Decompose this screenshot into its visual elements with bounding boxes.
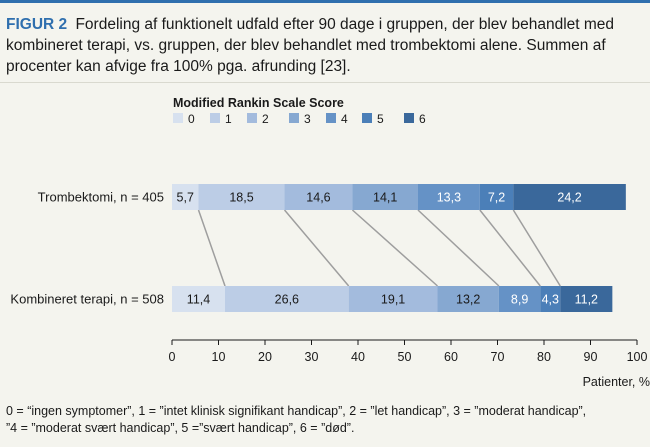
legend-label-3: 3 [304,112,311,126]
bar-segment-1 [198,184,285,210]
connector-line [283,209,350,287]
legend-label-2: 2 [262,112,269,126]
connector-line [197,209,226,287]
bar-segment-4 [417,184,480,210]
connector-line [479,209,541,287]
data-label: 14,6 [306,191,330,205]
x-tick-label: 10 [212,350,226,364]
data-label: 13,2 [456,293,480,307]
bar-segment-2 [284,184,353,210]
x-tick-label: 50 [398,350,412,364]
x-tick-label: 100 [627,350,648,364]
x-tick-label: 70 [491,350,505,364]
legend-label-4: 4 [341,112,348,126]
legend-swatch-2 [247,113,257,123]
legend-label-1: 1 [225,112,232,126]
data-label: 24,2 [557,191,581,205]
row-labels: Trombektomi, n = 405 Kombineret terapi, n… [10,190,164,307]
x-tick-label: 90 [584,350,598,364]
footnote: 0 = “ingen symptomer”, 1 = ”intet klinis… [6,403,646,437]
legend-label-5: 5 [377,112,384,126]
x-tick-label: 0 [169,350,176,364]
data-label: 4,3 [542,293,559,307]
legend-label-0: 0 [188,112,195,126]
bar-segment-2 [348,286,438,312]
bar-segment-0 [172,184,199,210]
bar-segment-5 [540,286,561,312]
connector-lines [197,209,561,287]
legend-swatch-3 [289,113,299,123]
legend-swatch-6 [404,113,414,123]
bar-segment-6 [560,286,613,312]
connector-line [417,209,500,287]
x-tick-label: 30 [305,350,319,364]
x-tick-label: 60 [444,350,458,364]
figure-label: FIGUR 2 [6,16,68,33]
data-label: 13,3 [437,191,461,205]
x-tick-label: 40 [351,350,365,364]
data-label: 11,4 [187,293,210,307]
data-label: 5,7 [177,191,194,205]
bar-segment-0 [172,286,226,312]
bar-segment-1 [225,286,349,312]
legend-swatch-4 [326,113,336,123]
data-label: 8,9 [511,293,528,307]
connector-line [351,209,439,287]
x-axis-label: Patienter, % [583,375,650,389]
caption-box: FIGUR 2 Fordeling af funktionelt udfald … [0,0,650,82]
legend-swatch-1 [210,113,220,123]
bar-segment-5 [479,184,514,210]
legend-title: Modified Rankin Scale Score [173,96,344,110]
legend-label-6: 6 [419,112,426,126]
caption-divider [0,82,650,83]
data-label: 18,5 [229,191,253,205]
footnote-line-2: ”4 = ”moderat svært handicap”, 5 =”svært… [6,421,355,435]
figure-caption: FIGUR 2 Fordeling af funktionelt udfald … [6,14,642,77]
data-label: 26,6 [275,293,299,307]
data-label: 11,2 [575,293,598,307]
figure-caption-text: Fordeling af funktionelt udfald efter 90… [6,16,615,75]
data-label: 14,1 [373,191,397,205]
x-axis: 0 10 20 30 40 50 60 70 80 90 100 Patienter, % [169,339,650,389]
data-label: 19,1 [381,293,405,307]
x-tick-label: 20 [258,350,272,364]
x-tick-label: 80 [537,350,551,364]
data-label: 7,2 [488,191,505,205]
legend-swatch-5 [362,113,372,123]
row-label: Trombektomi, n = 405 [38,190,164,205]
row-label: Kombineret terapi, n = 508 [10,292,164,307]
connector-line [512,209,561,287]
bar-segment-3 [352,184,418,210]
footnote-line-1: 0 = “ingen symptomer”, 1 = ”intet klinis… [6,404,587,418]
bar-segment-4 [498,286,541,312]
bar-segment-3 [437,286,499,312]
legend-swatch-0 [173,113,183,123]
bar-segment-6 [513,184,626,210]
bars: 5,7 18,5 14,6 14,1 13,3 7,2 24,2 11,4 26,6 19,1 13… [172,184,626,312]
legend: Modified Rankin Scale Score 0 1 2 3 4 5 6 [173,96,426,126]
